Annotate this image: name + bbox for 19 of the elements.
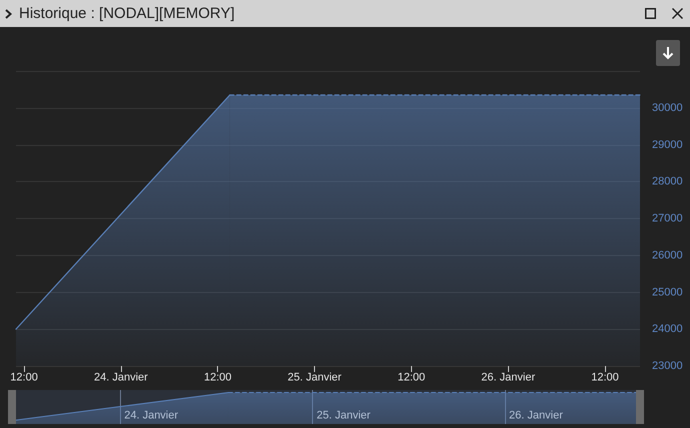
y-tick-label: 29000 bbox=[652, 138, 683, 151]
y-tick-label: 27000 bbox=[652, 212, 683, 224]
x-tick-label: 12:00 bbox=[204, 372, 232, 384]
y-tick-label: 26000 bbox=[652, 249, 683, 262]
y-tick-label: 30000 bbox=[652, 102, 683, 114]
text: 24. Janvier bbox=[124, 410, 178, 422]
text: 25. Janvier bbox=[316, 410, 370, 422]
chart-title: Historique : [NODAL][MEMORY] bbox=[19, 4, 235, 23]
x-tick-label: 25. Janvier bbox=[288, 372, 342, 384]
y-tick-label: 23000 bbox=[652, 360, 683, 372]
x-tick-label: 24. Janvier bbox=[94, 372, 148, 384]
text: 26. Janvier bbox=[509, 410, 563, 422]
x-tick-label: 26. Janvier bbox=[481, 372, 536, 384]
x-tick-label: 12:00 bbox=[398, 372, 426, 384]
x-tick-label: 12:00 bbox=[591, 372, 619, 384]
y-tick-label: 25000 bbox=[652, 286, 683, 298]
y-tick-label: 24000 bbox=[652, 323, 683, 336]
x-tick-label: 12:00 bbox=[10, 372, 38, 384]
y-tick-label: 28000 bbox=[652, 176, 683, 188]
